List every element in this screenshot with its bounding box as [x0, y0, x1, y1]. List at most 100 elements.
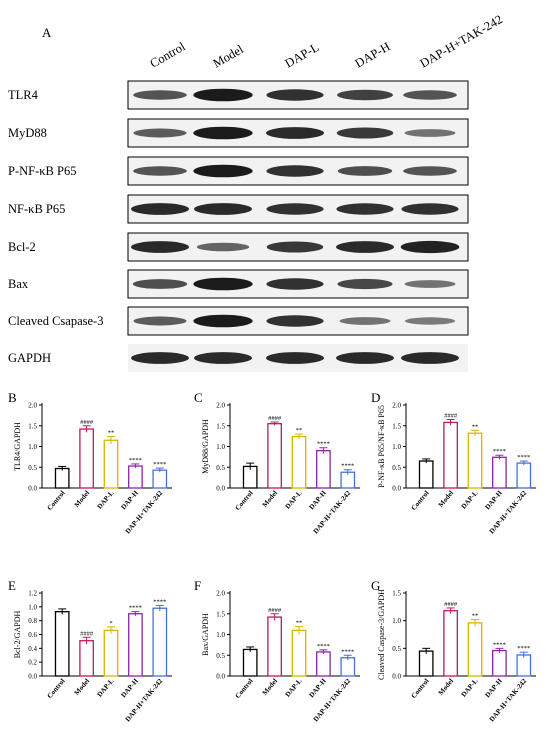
y-tick-label: 1.5 [392, 590, 401, 598]
bar-4 [516, 462, 532, 489]
blot-band [400, 240, 460, 254]
x-tick-label: Control [234, 677, 255, 700]
panel-letter: F [194, 578, 201, 593]
blot-row-label: TLR4 [8, 88, 39, 102]
y-tick-label: 0.0 [28, 485, 37, 493]
significance-mark: ** [472, 613, 479, 620]
x-tick-label: Model [437, 489, 455, 509]
significance-mark: **** [153, 598, 166, 605]
x-tick-label: Control [46, 677, 67, 700]
blot-row-label: P-NF-κB P65 [8, 164, 76, 178]
panel-letter-a: A [42, 25, 52, 40]
blot-band [266, 278, 324, 290]
bar-1 [267, 616, 282, 677]
significance-mark: **** [341, 463, 354, 470]
x-tick-label: DAP-L [284, 489, 304, 511]
y-tick-label: 1.0 [216, 443, 225, 451]
x-tick-label: Control [410, 677, 431, 700]
blot-band [336, 352, 394, 364]
chart-panel-d: D 0.0 0.5 1.0 1.5 2.0 P-NF-κB P65/NF-κB P65 Con… [371, 390, 536, 535]
bar-2 [291, 435, 307, 489]
bar-1 [79, 428, 94, 489]
bar-2 [291, 629, 307, 677]
blot-band [403, 166, 457, 176]
y-tick-label: 1.2 [28, 590, 37, 598]
significance-mark: **** [517, 454, 530, 461]
chart-panel-g: G 0.0 0.5 1.0 1.5 Cleaved Caspase-3/GAPDH Cont… [371, 578, 536, 723]
y-tick-label: 1.0 [392, 443, 401, 451]
blot-band [131, 241, 189, 253]
y-tick-label: 0.0 [392, 485, 401, 493]
lane-label-0: Control [148, 39, 189, 70]
lane-label-3: DAP-H [353, 39, 393, 70]
y-axis-label: TLR4/GAPDH [13, 422, 22, 471]
significance-mark: #### [80, 630, 94, 637]
x-tick-label: DAP-H [308, 677, 329, 700]
significance-mark: **** [341, 648, 354, 655]
bar-4 [152, 607, 168, 677]
bar-0 [418, 650, 434, 677]
blot-band [133, 128, 187, 138]
significance-mark: * [109, 620, 112, 627]
blot-row-label: MyD88 [8, 126, 47, 140]
blot-band [336, 241, 394, 253]
panel-letter: E [8, 578, 16, 593]
blot-band [337, 278, 393, 290]
y-tick-label: 0.5 [216, 652, 225, 660]
blot-band [336, 127, 394, 139]
blot-band [266, 89, 324, 101]
x-tick-label: Model [261, 489, 279, 509]
blot-band [404, 129, 456, 137]
blot-band [194, 352, 252, 364]
lane-label-2: DAP-L [283, 40, 322, 71]
chart-panel-f: F 0.0 0.5 1.0 1.5 2.0 Bax/GAPDH Control #### Mode… [194, 578, 360, 723]
x-tick-label: Model [73, 677, 91, 697]
significance-mark: **** [493, 448, 506, 455]
blot-row-3: NF-κB P65 [8, 194, 469, 224]
x-tick-label: Control [46, 489, 67, 512]
significance-mark: #### [444, 601, 458, 608]
chart-panel-b: B 0.0 0.5 1.0 1.5 2.0 TLR4/GAPDH Control #### Mod… [8, 390, 172, 535]
western-blot-panel: Control Model DAP-L DAP-H DAP-H+TAK-242 TLR4 M… [8, 12, 505, 372]
blot-band [401, 203, 459, 215]
blot-band [404, 280, 456, 288]
x-tick-label: DAP-L [460, 677, 480, 699]
panel-letter: D [371, 390, 380, 405]
x-tick-label: DAP-L [96, 489, 116, 511]
blot-row-label: Bax [8, 277, 29, 291]
blot-band [266, 352, 324, 364]
y-tick-label: 2.0 [216, 590, 225, 598]
y-tick-label: 1.5 [28, 422, 37, 430]
y-tick-label: 1.0 [216, 631, 225, 639]
blot-row-2: P-NF-κB P65 [8, 156, 469, 186]
x-tick-label: Model [261, 677, 279, 697]
blot-row-label: Cleaved Csapase-3 [8, 314, 103, 328]
significance-mark: #### [268, 607, 282, 614]
blot-band [266, 165, 324, 177]
x-tick-label: DAP-H [308, 489, 329, 512]
bar-3 [128, 465, 143, 489]
y-tick-label: 0.5 [216, 464, 225, 472]
blot-band [133, 166, 187, 176]
significance-mark: #### [80, 419, 94, 426]
blot-band [266, 203, 324, 215]
y-tick-label: 0.5 [392, 464, 401, 472]
blot-band [133, 90, 187, 100]
y-tick-label: 1.0 [392, 617, 401, 625]
blot-band [196, 242, 250, 252]
x-tick-label: Model [73, 489, 91, 509]
y-tick-label: 0.0 [216, 673, 225, 681]
blot-row-7: GAPDH [8, 344, 468, 372]
x-tick-label: Model [437, 677, 455, 697]
significance-mark: ** [296, 427, 303, 434]
significance-mark: ** [472, 423, 479, 430]
blot-band [193, 164, 253, 178]
significance-mark: #### [444, 413, 458, 420]
y-tick-label: 0.0 [216, 485, 225, 493]
blot-row-label: GAPDH [8, 351, 51, 365]
bar-3 [316, 449, 331, 489]
bar-1 [79, 640, 94, 677]
blot-row-4: Bcl-2 [8, 232, 469, 262]
blot-row-label: Bcl-2 [8, 240, 36, 254]
